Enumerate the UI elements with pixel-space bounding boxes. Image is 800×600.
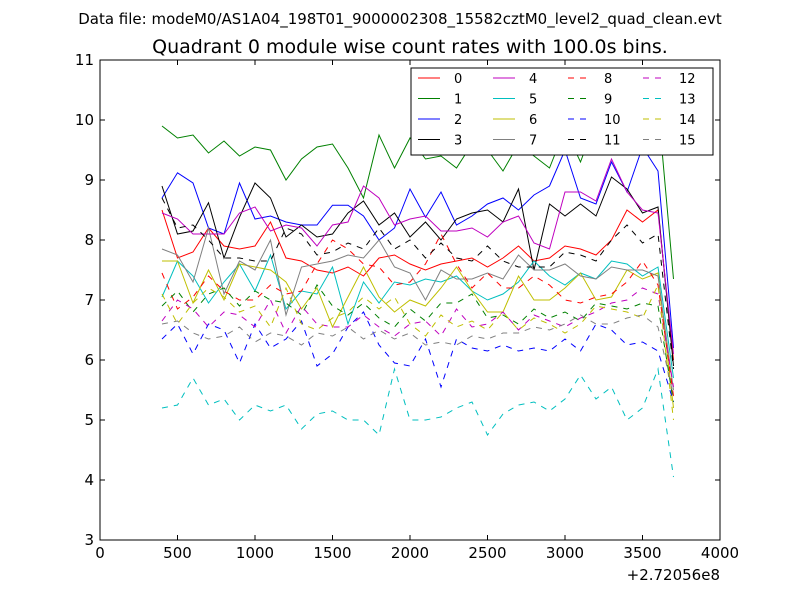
legend-label-11: 11 bbox=[604, 134, 621, 149]
legend-label-6: 6 bbox=[529, 113, 537, 128]
series-line-10 bbox=[161, 311, 674, 403]
series-line-13 bbox=[161, 367, 674, 478]
x-tick-label: 4000 bbox=[701, 544, 739, 562]
legend-label-15: 15 bbox=[679, 134, 696, 149]
series-line-7 bbox=[161, 226, 674, 391]
x-tick-label: 2500 bbox=[468, 544, 506, 562]
series-line-3 bbox=[161, 176, 674, 367]
series-line-0 bbox=[161, 209, 674, 361]
legend-label-2: 2 bbox=[454, 113, 462, 128]
series-line-14 bbox=[161, 283, 674, 421]
legend-label-4: 4 bbox=[529, 72, 537, 87]
y-tick-label: 10 bbox=[75, 111, 94, 129]
legend-label-14: 14 bbox=[679, 113, 696, 128]
x-tick-label: 2000 bbox=[391, 544, 429, 562]
x-offset-label: +2.72056e8 bbox=[627, 566, 720, 584]
series-layer bbox=[161, 103, 674, 478]
series-line-8 bbox=[161, 232, 674, 397]
y-tick-label: 6 bbox=[84, 351, 94, 369]
chart-suptitle: Data file: modeM0/AS1A04_198T01_90000023… bbox=[78, 10, 722, 29]
legend-label-9: 9 bbox=[604, 93, 612, 108]
y-tick-label: 9 bbox=[84, 171, 94, 189]
legend-label-12: 12 bbox=[679, 72, 696, 87]
series-line-5 bbox=[161, 253, 674, 379]
y-tick-label: 11 bbox=[75, 51, 94, 69]
legend-label-1: 1 bbox=[454, 93, 462, 108]
chart-title: Quadrant 0 module wise count rates with … bbox=[152, 36, 668, 58]
legend-label-5: 5 bbox=[529, 93, 537, 108]
y-tick-label: 5 bbox=[84, 411, 94, 429]
y-tick-label: 7 bbox=[84, 291, 94, 309]
x-tick-label: 1500 bbox=[313, 544, 351, 562]
series-line-4 bbox=[161, 157, 674, 355]
legend-label-3: 3 bbox=[454, 134, 462, 149]
series-line-9 bbox=[161, 284, 674, 403]
legend-label-0: 0 bbox=[454, 72, 462, 87]
y-tick-label: 4 bbox=[84, 471, 94, 489]
axis-ticks: 0 500 1000 1500 2000 2500 3000 3500 4000 3 4 5 6 7 8 9 1… bbox=[75, 51, 739, 562]
x-tick-label: 500 bbox=[163, 544, 192, 562]
legend-box bbox=[410, 67, 714, 156]
legend-label-7: 7 bbox=[529, 134, 537, 149]
x-tick-label: 3500 bbox=[623, 544, 661, 562]
y-tick-label: 3 bbox=[84, 531, 94, 549]
x-tick-label: 3000 bbox=[546, 544, 584, 562]
legend-label-10: 10 bbox=[604, 113, 621, 128]
legend-label-13: 13 bbox=[679, 93, 696, 108]
y-tick-label: 8 bbox=[84, 231, 94, 249]
series-line-11 bbox=[161, 197, 674, 370]
x-tick-label: 1000 bbox=[236, 544, 274, 562]
x-tick-label: 0 bbox=[95, 544, 105, 562]
series-line-15 bbox=[161, 314, 674, 397]
legend-label-8: 8 bbox=[604, 72, 612, 87]
series-line-12 bbox=[161, 287, 674, 388]
